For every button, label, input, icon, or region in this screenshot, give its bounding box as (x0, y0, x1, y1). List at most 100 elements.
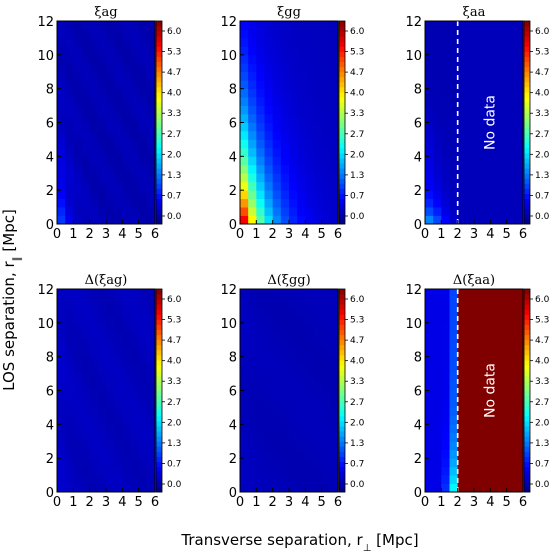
x-tick-label: 4 (486, 227, 494, 242)
colorbar-segment (339, 354, 345, 361)
heatmap-cell (465, 173, 475, 183)
heatmap-cell (321, 147, 331, 157)
heatmap-cell (305, 398, 314, 408)
heatmap-cell (329, 122, 339, 132)
heatmap-cell (81, 331, 91, 341)
colorbar-tick-label: 4.7 (167, 68, 181, 78)
heatmap-cell (305, 71, 314, 81)
colorbar-segment (524, 405, 530, 412)
y-tick-label: 8 (414, 83, 422, 98)
heatmap-cell (305, 373, 314, 383)
y-tick-label: 8 (229, 351, 237, 366)
heatmap-cell (490, 21, 499, 30)
heatmap-cell (81, 88, 91, 98)
heatmap-cell (457, 164, 467, 174)
heatmap-cell (313, 348, 323, 358)
colorbar-segment (156, 415, 162, 422)
heatmap-cell (122, 80, 131, 90)
heatmap-cell (457, 390, 467, 400)
heatmap-cell (425, 54, 434, 64)
colorbar-segment (156, 471, 162, 478)
heatmap-cell (305, 207, 314, 216)
heatmap-cell (130, 441, 140, 451)
heatmap-cell (114, 305, 123, 315)
heatmap-cell (256, 130, 265, 140)
heatmap-cell (73, 339, 82, 349)
heatmap-cell (81, 297, 91, 307)
heatmap-cell (264, 173, 274, 183)
heatmap-cell (272, 29, 282, 39)
heatmap-cell (313, 466, 323, 476)
colorbar-segment (524, 395, 530, 402)
heatmap-cell (272, 339, 282, 349)
heatmap-cell (329, 29, 339, 39)
heatmap-cell (73, 29, 82, 39)
colorbar-segment (524, 31, 530, 37)
heatmap-cell (280, 207, 290, 216)
heatmap-cell (122, 46, 131, 56)
heatmap-cell (106, 441, 115, 451)
heatmap-cell (264, 348, 274, 358)
heatmap-cell (329, 46, 339, 56)
colorbar-segment (524, 365, 530, 371)
heatmap-cell (449, 97, 459, 106)
heatmap-cell (313, 297, 323, 307)
heatmap-cell (240, 475, 249, 484)
heatmap-cell (441, 88, 450, 98)
heatmap-cell (256, 122, 265, 132)
heatmap-cell (305, 97, 314, 106)
colorbar-segment (339, 218, 345, 225)
heatmap-cell (130, 164, 140, 174)
heatmap-cell (305, 466, 314, 476)
heatmap-cell (272, 483, 282, 493)
heatmap-cell (264, 415, 274, 425)
colorbar-segment (524, 137, 530, 144)
heatmap-cell (465, 297, 475, 307)
heatmap-cell (81, 173, 91, 183)
heatmap-cell (449, 114, 459, 123)
heatmap-cell (305, 88, 314, 98)
heatmap-cell (280, 190, 290, 200)
heatmap-cell (506, 483, 516, 493)
heatmap-cell (321, 71, 331, 81)
heatmap-cell (449, 130, 459, 140)
heatmap-cell (321, 29, 331, 39)
heatmap-cell (514, 21, 524, 30)
heatmap-cell (81, 289, 91, 298)
heatmap-cell (138, 289, 148, 298)
heatmap-cell (321, 441, 331, 451)
heatmap-cell (305, 382, 314, 391)
heatmap-cell (114, 483, 123, 493)
heatmap-cell (490, 289, 499, 298)
heatmap-cell (506, 356, 516, 366)
heatmap-cell (248, 458, 257, 468)
heatmap-cell (313, 449, 323, 459)
heatmap-cell (97, 198, 107, 208)
heatmap-cell (146, 37, 156, 47)
colorbar-segment (524, 420, 530, 427)
heatmap-cell (321, 432, 331, 442)
colorbar-segment (156, 26, 162, 32)
heatmap-cell (297, 390, 306, 400)
heatmap-cell (465, 46, 475, 56)
heatmap-cell (248, 114, 257, 123)
heatmap-cell (297, 365, 306, 374)
colorbar-tick-label: 0.0 (535, 480, 550, 490)
heatmap-cell (248, 466, 257, 476)
heatmap-cell (130, 122, 140, 132)
heatmap-cell (65, 97, 74, 106)
heatmap-cell (240, 339, 249, 349)
heatmap-cell (240, 190, 249, 200)
heatmap-cell (321, 54, 331, 64)
heatmap-cell (146, 173, 156, 183)
x-tick-label: 1 (252, 495, 260, 510)
heatmap-cell (73, 297, 82, 307)
heatmap-cell (465, 71, 475, 81)
heatmap-cell (514, 190, 524, 200)
heatmap-cell (114, 449, 123, 459)
heatmap-cell (498, 105, 508, 115)
heatmap-cell (122, 305, 131, 315)
heatmap-cell (122, 483, 131, 493)
heatmap-cell (130, 314, 140, 324)
colorbar-tick-label: 0.7 (167, 191, 181, 201)
